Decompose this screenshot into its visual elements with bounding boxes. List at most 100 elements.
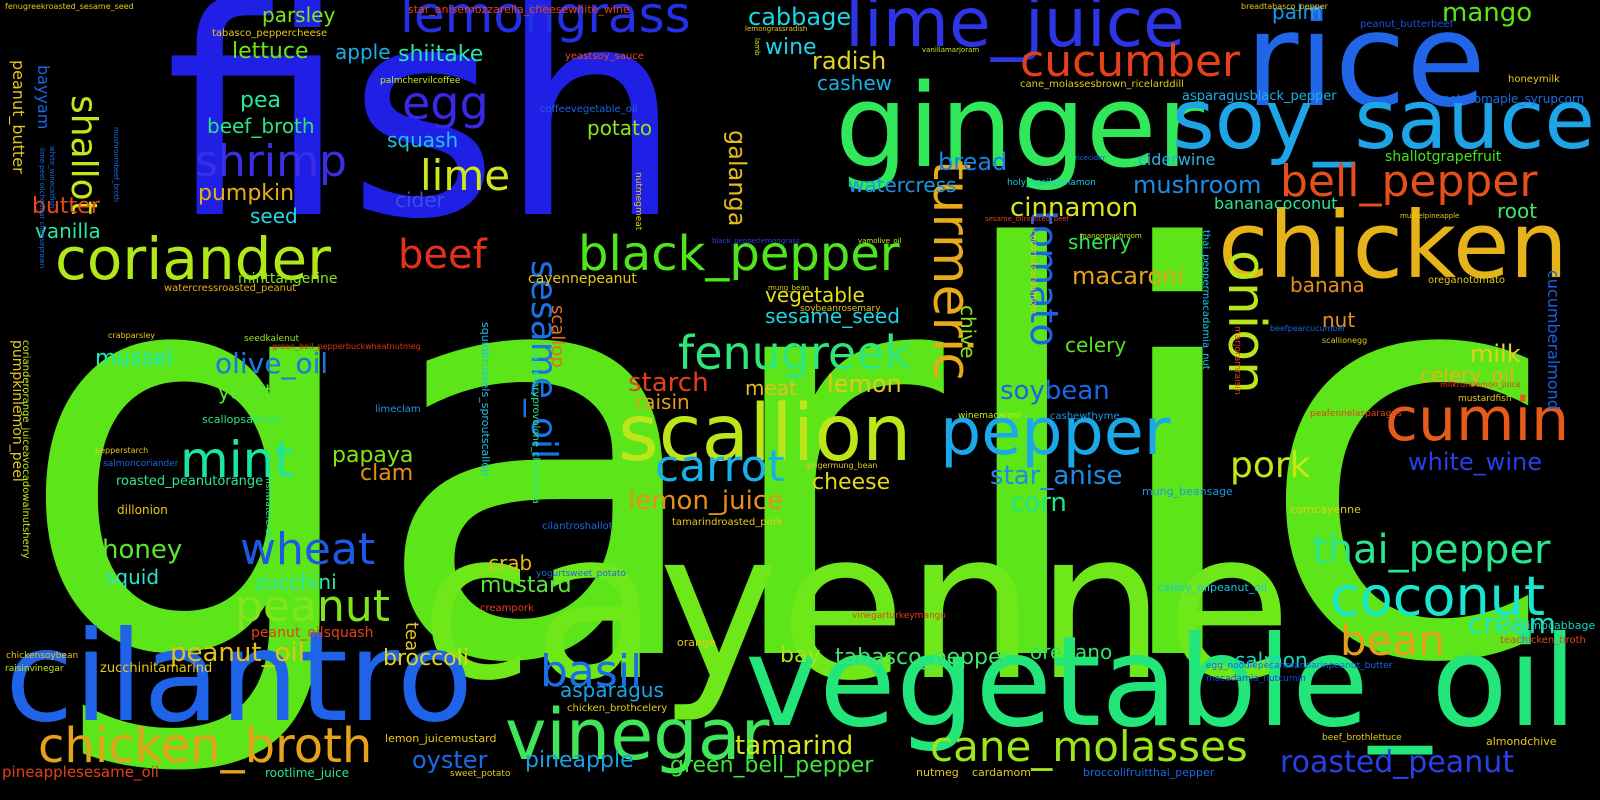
word-146: salmoncoriander — [103, 459, 179, 469]
word-56: pineapple — [525, 748, 634, 773]
word-64: macaroni — [1072, 262, 1184, 290]
word-106: palm — [1272, 0, 1322, 24]
word-90: bread — [938, 148, 1008, 176]
word-67: butter — [32, 194, 100, 219]
word-19: fenugreek — [678, 326, 912, 380]
word-181: milkrumlemon_juice — [1440, 380, 1521, 389]
word-13: lemongrass — [400, 0, 691, 44]
word-72: corn — [1010, 488, 1067, 518]
word-133: watercressroasted_peanut — [164, 283, 297, 294]
word-118: asparagusblack_pepper — [1182, 89, 1337, 104]
word-26: peanut — [235, 581, 390, 632]
word-158: vinegarturkeymango — [852, 611, 946, 621]
word-171: almondchive — [1486, 735, 1557, 748]
word-103: shiitake — [398, 42, 484, 67]
word-11: scallion — [618, 389, 912, 479]
word-88: nut — [1322, 308, 1356, 332]
word-7: chicken — [1218, 192, 1568, 299]
word-100: lettuce — [232, 39, 309, 64]
word-190: marjoramraisin — [1232, 326, 1242, 395]
word-2: cayenne — [420, 488, 1292, 726]
word-45: lemon_juice — [628, 486, 784, 516]
word-126: palmchervilcoffee — [380, 76, 461, 86]
word-97: vanilla — [35, 219, 101, 243]
word-12: vinegar — [505, 694, 770, 776]
word-193: rosemaryprovolone_cheesetea — [530, 350, 541, 504]
word-189: thai_peppermacadamia_nut — [1200, 230, 1211, 370]
word-144: limeclam — [375, 404, 421, 415]
word-61: cabbage — [748, 3, 852, 31]
word-145: pepperstarch — [95, 446, 149, 455]
word-167: shrimpcabbage — [1510, 619, 1596, 632]
word-95: squash — [387, 128, 459, 152]
word-94: pea — [240, 88, 281, 113]
word-71: celery_oil — [1420, 363, 1515, 387]
word-178: cardamom — [972, 766, 1032, 779]
word-40: pork — [1230, 445, 1311, 486]
word-91: watercress — [848, 173, 957, 197]
word-104: wine — [765, 35, 817, 60]
word-30: roasted_peanut — [1280, 745, 1514, 780]
word-98: cider — [395, 188, 445, 212]
word-149: dillonion — [117, 503, 168, 517]
word-148: scallopsalmon — [202, 413, 281, 426]
word-86: raisin — [635, 390, 690, 414]
word-55: oyster — [412, 746, 488, 774]
word-128: star_anisemozzarella_cheesewhite_wine — [408, 3, 630, 16]
word-27: mint — [180, 431, 294, 489]
word-53: galanga — [723, 130, 751, 227]
word-81: clam — [360, 461, 414, 486]
word-20: cane_molasses — [930, 722, 1248, 771]
word-134: green_bell_pepperbuckwheatnutmeg — [272, 342, 421, 351]
word-155: peanut_oilsquash — [251, 625, 374, 641]
word-80: zucchini — [255, 570, 337, 594]
word-28: onion — [1216, 250, 1276, 394]
word-113: minttangerine — [238, 271, 338, 287]
word-198: mushroombeef_broth — [112, 127, 120, 203]
word-120: peanut_butterbeef — [1360, 19, 1454, 30]
word-22: cucumber — [1020, 36, 1241, 87]
word-83: yeast — [218, 380, 273, 404]
word-8: soy_sauce — [1172, 73, 1595, 168]
word-175: sweet_potato — [450, 769, 511, 779]
word-6: ginger — [835, 60, 1204, 194]
word-75: oregano — [1030, 640, 1113, 664]
word-199: lamb — [753, 38, 761, 56]
word-62: starch — [628, 368, 709, 398]
word-114: cayennepeanut — [528, 271, 637, 287]
word-110: cucumberalmond — [1544, 270, 1563, 410]
word-0: garlic — [15, 134, 1563, 786]
word-43: green_bell_pepper — [670, 753, 874, 778]
word-132: vanillamarjoram — [922, 46, 980, 54]
word-76: broccoli — [383, 646, 469, 671]
word-16: chicken_broth — [38, 718, 373, 774]
word-147: roasted_peanutorange — [116, 474, 264, 489]
word-58: tabasco_pepper — [835, 645, 1011, 670]
word-127: tabasco_peppercheese — [212, 28, 328, 39]
word-197: white_winecatfish — [48, 146, 56, 209]
word-51: olive_oil — [215, 347, 329, 380]
word-9: coriander — [55, 225, 331, 293]
word-35: lime — [420, 151, 511, 200]
word-15: black_pepper — [578, 226, 900, 282]
word-96: seed — [250, 204, 298, 228]
word-70: celery — [1065, 333, 1127, 357]
word-138: mung_bean — [768, 284, 810, 292]
word-187: mangomushroom — [1080, 232, 1142, 240]
word-109: scallop — [547, 305, 568, 368]
word-49: soybean — [1000, 376, 1110, 406]
word-32: wheat — [240, 524, 376, 575]
word-135: sesame_oilroasted_beef — [985, 215, 1070, 223]
word-14: pepper — [940, 395, 1171, 470]
word-42: mango — [1442, 0, 1533, 28]
word-85: sesame_seed — [765, 304, 900, 328]
word-101: parsley — [262, 3, 336, 27]
word-1: fish — [165, 0, 683, 283]
word-172: beef_brothlettuce — [1322, 733, 1402, 743]
word-150: raisinvinegar — [5, 664, 64, 674]
word-116: ciderwine — [1138, 150, 1216, 169]
word-184: scallionegg — [1322, 336, 1368, 345]
word-65: milk — [1470, 340, 1521, 368]
word-117: shallotgrapefruit — [1385, 149, 1502, 165]
